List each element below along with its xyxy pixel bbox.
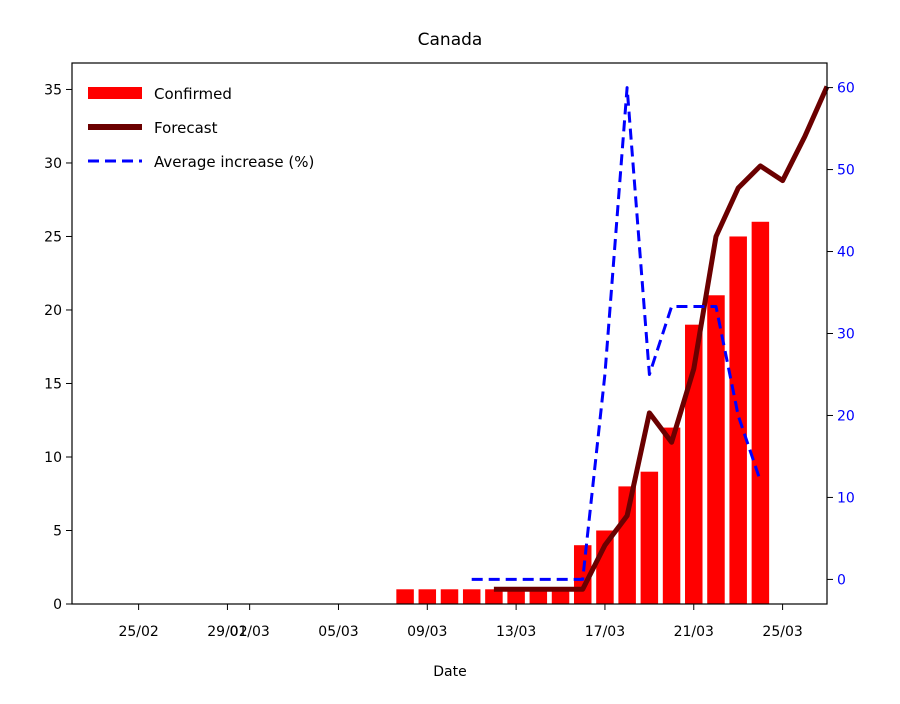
confirmed-bar bbox=[462, 589, 481, 604]
y-tick-label: 30 bbox=[44, 156, 62, 172]
y-right-tick-label: 20 bbox=[837, 408, 855, 424]
confirmed-bar bbox=[729, 236, 747, 604]
confirmed-bar bbox=[618, 486, 636, 604]
legend-swatch-confirmed bbox=[88, 87, 142, 99]
axis-layer: 0 5 10 15 20 25 30 35 0 10 20 30 40 50 60 25/02 29/0201/… bbox=[44, 81, 855, 640]
x-tick-label: 17/03 bbox=[585, 624, 625, 640]
confirmed-bar bbox=[551, 589, 570, 604]
x-tick-label: 09/03 bbox=[407, 624, 447, 640]
x-tick-label: 01/03 bbox=[229, 624, 269, 640]
plot-layer bbox=[396, 85, 830, 605]
legend: Confirmed Forecast Average increase (%) bbox=[88, 85, 314, 171]
confirmed-bar bbox=[507, 589, 525, 604]
y-right-tick-label: 50 bbox=[837, 163, 855, 179]
confirmed-bar bbox=[418, 589, 437, 604]
y-tick-label: 10 bbox=[44, 450, 62, 466]
forecast-line bbox=[493, 85, 830, 592]
x-tick-label: 25/03 bbox=[762, 624, 802, 640]
confirmed-bar bbox=[707, 295, 725, 604]
y-right-tick-label: 0 bbox=[837, 572, 846, 588]
x-tick-label: 29/02 bbox=[207, 624, 247, 640]
y-tick-label: 35 bbox=[44, 82, 62, 98]
y-tick-label: 0 bbox=[53, 597, 62, 613]
y-tick-label: 5 bbox=[53, 523, 62, 539]
legend-label: Forecast bbox=[154, 119, 218, 137]
legend-label: Average increase (%) bbox=[154, 153, 314, 171]
confirmed-bar bbox=[662, 427, 681, 604]
confirmed-bar bbox=[440, 589, 459, 604]
confirmed-bar bbox=[640, 471, 659, 604]
x-tick-label: 05/03 bbox=[318, 624, 358, 640]
x-tick-label: 21/03 bbox=[674, 624, 714, 640]
y-right-tick-label: 40 bbox=[837, 245, 855, 261]
confirmed-bar bbox=[751, 221, 770, 605]
y-right-tick-label: 30 bbox=[837, 327, 855, 343]
confirmed-bar bbox=[396, 589, 414, 604]
x-axis-label: Date bbox=[433, 664, 466, 680]
y-right-tick-label: 10 bbox=[837, 490, 855, 506]
average-increase-line bbox=[471, 86, 762, 581]
confirmed-bar bbox=[685, 324, 703, 604]
confirmed-bar bbox=[529, 589, 548, 604]
y-tick-label: 20 bbox=[44, 303, 62, 319]
x-tick-label: 25/02 bbox=[118, 624, 158, 640]
confirmed-bar bbox=[485, 589, 503, 604]
x-tick-label: 13/03 bbox=[496, 624, 536, 640]
chart-title: Canada bbox=[418, 30, 483, 50]
y-tick-label: 15 bbox=[44, 376, 62, 392]
y-right-tick-label: 60 bbox=[837, 81, 855, 97]
legend-label: Confirmed bbox=[154, 85, 232, 103]
y-tick-label: 25 bbox=[44, 229, 62, 245]
